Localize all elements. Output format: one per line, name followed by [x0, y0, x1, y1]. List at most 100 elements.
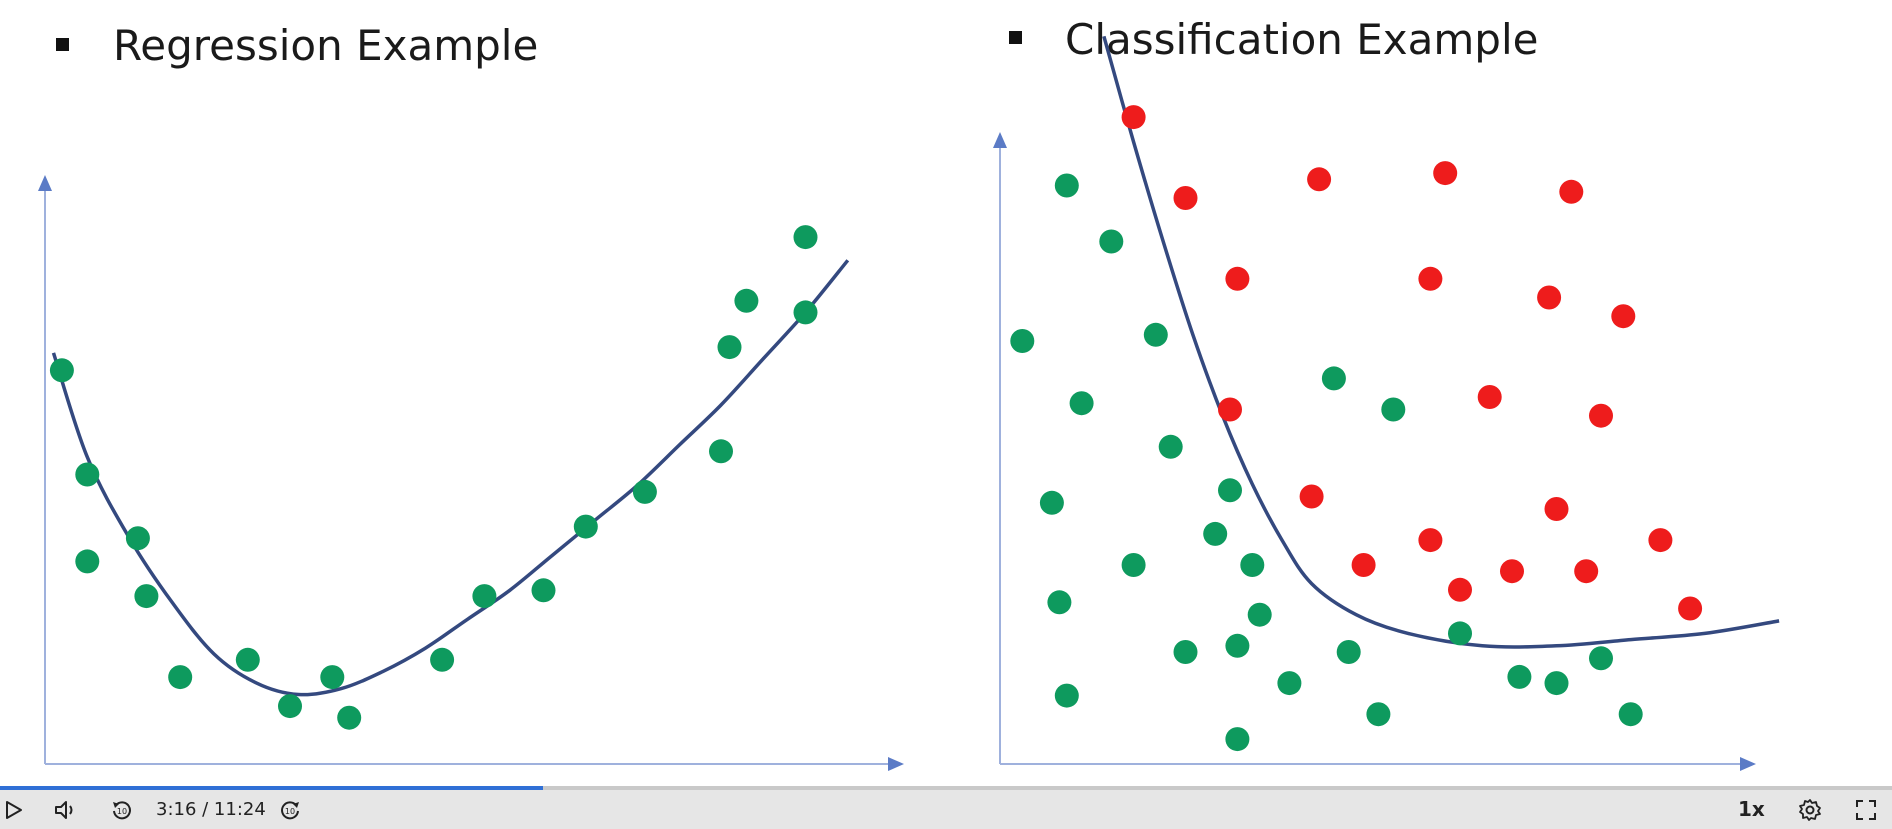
class-a-point — [1336, 640, 1361, 664]
regression-data-point — [125, 526, 150, 551]
settings-icon — [1799, 798, 1821, 821]
class-a-point — [1203, 521, 1228, 546]
classification-title: Classification Example — [1065, 15, 1538, 64]
class-a-point — [1069, 391, 1094, 416]
class-a-point — [1321, 366, 1346, 391]
class-a-point — [1010, 329, 1035, 353]
svg-text:10: 10 — [285, 807, 295, 816]
class-b-point — [1218, 397, 1242, 422]
regression-data-point — [278, 694, 302, 719]
forward-10-icon: 10 — [281, 800, 299, 819]
class-b-point — [1537, 285, 1562, 310]
class-a-point — [1047, 590, 1072, 615]
regression-data-point — [717, 335, 742, 360]
regression-data-point — [734, 288, 759, 313]
class-a-point — [1366, 702, 1391, 727]
class-a-point — [1247, 602, 1272, 627]
regression-points — [49, 225, 818, 730]
class-b-point — [1500, 559, 1524, 584]
fullscreen-button[interactable] — [1852, 790, 1880, 829]
classification-decision-boundary — [1102, 35, 1780, 649]
regression-data-point — [709, 439, 733, 464]
regression-data-point — [337, 705, 362, 730]
classification-x-arrow — [1740, 757, 1756, 771]
regression-chart — [38, 175, 904, 771]
video-controls-bar: 10 3:16 / 11:24 10 1x — [0, 786, 1892, 829]
class-b-point — [1544, 497, 1569, 521]
class-b-point — [1477, 385, 1502, 409]
class-a-point — [1589, 646, 1613, 671]
regression-data-point — [168, 665, 193, 690]
regression-data-point — [632, 479, 657, 504]
class-a-point — [1158, 434, 1183, 459]
class-b-point — [1648, 528, 1673, 553]
settings-button[interactable] — [1796, 790, 1824, 829]
svg-text:10: 10 — [117, 807, 127, 816]
class-a-point — [1618, 702, 1643, 727]
class-b-point — [1418, 528, 1443, 553]
progress-bar[interactable] — [0, 786, 1892, 790]
class-b-point — [1678, 596, 1703, 621]
regression-data-point — [75, 462, 100, 487]
class-b-point — [1418, 266, 1443, 291]
regression-data-point — [235, 647, 260, 672]
regression-data-point — [320, 665, 345, 690]
regression-data-point — [472, 584, 497, 609]
regression-fit-curve — [51, 259, 850, 697]
volume-button[interactable] — [52, 790, 80, 829]
time-display: 3:16 / 11:24 — [156, 799, 266, 820]
class-a-point — [1448, 621, 1472, 646]
class-b-point — [1433, 161, 1458, 186]
class-a-point — [1277, 671, 1302, 696]
rewind-10-icon: 10 — [113, 800, 131, 819]
class-a-point — [1054, 173, 1079, 198]
class-a-point — [1039, 490, 1064, 515]
class-b-point — [1173, 186, 1198, 210]
class-b-point — [1351, 553, 1376, 577]
volume-icon — [55, 800, 73, 819]
classification-points — [1010, 105, 1703, 752]
class-b-point — [1448, 577, 1472, 602]
regression-y-arrow — [38, 175, 52, 191]
class-a-point — [1121, 553, 1146, 577]
class-a-point — [1218, 478, 1242, 503]
class-a-point — [1240, 553, 1265, 577]
class-b-point — [1225, 266, 1250, 291]
play-icon — [6, 800, 22, 819]
regression-data-point — [793, 225, 818, 250]
class-b-point — [1574, 559, 1599, 584]
regression-data-point — [134, 584, 159, 609]
regression-x-arrow — [888, 757, 904, 771]
class-a-point — [1507, 664, 1532, 689]
class-a-point — [1225, 633, 1250, 658]
regression-data-point — [793, 300, 818, 325]
class-a-point — [1544, 671, 1569, 696]
class-a-point — [1143, 322, 1168, 347]
classification-chart — [993, 35, 1780, 771]
regression-data-point — [75, 549, 100, 574]
class-a-point — [1099, 229, 1124, 254]
regression-data-point — [573, 514, 598, 539]
regression-data-point — [430, 647, 455, 672]
bullet-left — [56, 38, 69, 51]
class-a-point — [1381, 397, 1406, 422]
classification-y-arrow — [993, 132, 1007, 148]
class-a-point — [1054, 683, 1079, 708]
class-b-point — [1299, 484, 1324, 509]
forward-10-button[interactable]: 10 — [276, 790, 304, 829]
regression-data-point — [531, 578, 556, 603]
class-b-point — [1559, 179, 1584, 204]
regression-title: Regression Example — [113, 21, 538, 70]
play-button[interactable] — [0, 790, 28, 829]
class-b-point — [1589, 403, 1613, 428]
class-b-point — [1611, 304, 1636, 329]
class-a-point — [1225, 727, 1250, 752]
regression-data-point — [49, 358, 74, 383]
rewind-10-button[interactable]: 10 — [108, 790, 136, 829]
bullet-right — [1009, 31, 1022, 44]
progress-fill — [0, 786, 543, 790]
class-b-point — [1121, 105, 1146, 130]
playback-speed-button[interactable]: 1x — [1738, 797, 1765, 821]
fullscreen-icon — [1856, 799, 1876, 820]
